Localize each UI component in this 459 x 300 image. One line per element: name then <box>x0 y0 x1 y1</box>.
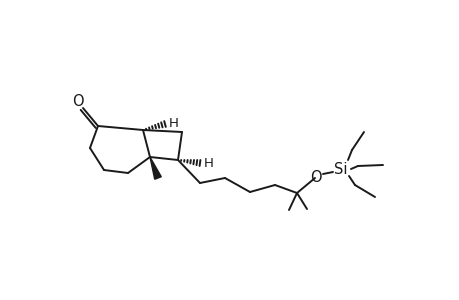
Text: Si: Si <box>334 161 347 176</box>
Text: O: O <box>309 169 321 184</box>
Text: H: H <box>169 116 179 130</box>
Polygon shape <box>150 157 161 179</box>
Text: H: H <box>204 157 213 169</box>
Text: O: O <box>72 94 84 109</box>
